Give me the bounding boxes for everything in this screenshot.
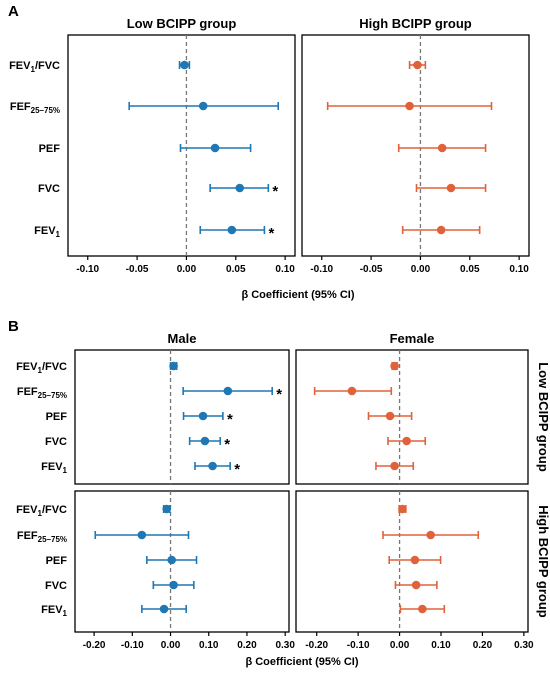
facet-frame — [74, 490, 290, 633]
estimate-point — [402, 436, 411, 446]
x-tick-label: 0.30 — [275, 640, 295, 651]
x-tick-label: 0.00 — [161, 640, 181, 651]
estimate-point — [169, 361, 178, 371]
significance-star: * — [276, 386, 282, 403]
row-label: FEV1/FVC — [16, 504, 67, 518]
row-label: FEF25–75% — [10, 101, 60, 115]
estimate-point — [227, 225, 237, 235]
x-tick-label: 0.20 — [473, 640, 493, 651]
row-label: FEF25–75% — [17, 386, 67, 400]
facet-frame — [301, 34, 530, 257]
x-axis-title-b: β Coefficient (95% CI) — [245, 656, 358, 668]
estimate-point — [390, 461, 399, 471]
significance-star: * — [224, 436, 230, 453]
estimate-point — [169, 580, 178, 590]
x-tick-label: 0.30 — [514, 640, 534, 651]
facet-title: High BCIPP group — [359, 16, 471, 31]
significance-star: * — [234, 461, 240, 478]
estimate-point — [223, 386, 233, 396]
x-tick-label: 0.10 — [199, 640, 219, 651]
estimate-point — [162, 504, 172, 514]
estimate-point — [137, 530, 147, 540]
row-strip-label: Low BCIPP group — [536, 362, 550, 472]
x-tick-label: 0.10 — [275, 264, 295, 275]
column-title: Male — [168, 331, 197, 346]
estimate-point — [180, 60, 189, 70]
estimate-point — [437, 143, 447, 153]
facet-frame — [67, 34, 296, 257]
x-axis-title-a: β Coefficient (95% CI) — [241, 289, 354, 301]
x-tick-label: 0.20 — [237, 640, 257, 651]
estimate-point — [167, 555, 176, 565]
significance-star: * — [268, 225, 274, 242]
row-label: FEF25–75% — [17, 530, 67, 544]
estimate-point — [198, 101, 208, 111]
estimate-point — [159, 604, 169, 614]
row-label: FEV1/FVC — [16, 361, 67, 375]
estimate-point — [385, 411, 395, 421]
x-tick-label: 0.00 — [390, 640, 410, 651]
estimate-point — [398, 504, 407, 514]
column-title: Female — [390, 331, 435, 346]
x-tick-label: -0.05 — [126, 264, 149, 275]
row-label: FVC — [45, 436, 67, 448]
row-label: FEV1/FVC — [9, 60, 60, 74]
x-tick-label: -0.10 — [121, 640, 144, 651]
estimate-point — [200, 436, 210, 446]
facet-frame — [74, 349, 290, 485]
significance-star: * — [272, 183, 278, 200]
row-label: FVC — [45, 580, 67, 592]
x-tick-label: 0.05 — [460, 264, 480, 275]
x-tick-label: -0.10 — [310, 264, 333, 275]
facet-frame — [295, 349, 529, 485]
row-label: PEF — [39, 143, 61, 155]
estimate-point — [235, 183, 245, 193]
x-tick-label: 0.00 — [411, 264, 431, 275]
estimate-point — [418, 604, 427, 614]
x-tick-label: -0.05 — [360, 264, 383, 275]
x-tick-label: -0.10 — [76, 264, 99, 275]
row-label: FEV1 — [41, 461, 67, 475]
x-tick-label: 0.00 — [177, 264, 197, 275]
x-tick-label: -0.20 — [83, 640, 106, 651]
significance-star: * — [227, 411, 233, 428]
row-label: PEF — [46, 411, 68, 423]
estimate-point — [411, 580, 421, 590]
row-label: FEV1 — [41, 604, 67, 618]
x-tick-label: 0.10 — [509, 264, 529, 275]
row-strip-label: High BCIPP group — [536, 505, 550, 617]
panel-label-b: B — [8, 318, 19, 335]
row-label: PEF — [46, 555, 68, 567]
estimate-point — [405, 101, 414, 111]
row-label: FVC — [38, 183, 60, 195]
x-tick-label: -0.20 — [305, 640, 328, 651]
estimate-point — [410, 555, 420, 565]
estimate-point — [426, 530, 435, 540]
estimate-point — [446, 183, 456, 193]
estimate-point — [436, 225, 446, 235]
estimate-point — [413, 60, 422, 70]
x-tick-label: -0.10 — [347, 640, 370, 651]
estimate-point — [347, 386, 357, 396]
row-label: FEV1 — [34, 225, 60, 239]
facet-frame — [295, 490, 529, 633]
estimate-point — [390, 361, 399, 371]
estimate-point — [208, 461, 217, 471]
estimate-point — [198, 411, 208, 421]
x-tick-label: 0.05 — [226, 264, 246, 275]
facet-title: Low BCIPP group — [127, 16, 237, 31]
panel-label-a: A — [8, 3, 19, 20]
estimate-point — [210, 143, 220, 153]
x-tick-label: 0.10 — [431, 640, 451, 651]
